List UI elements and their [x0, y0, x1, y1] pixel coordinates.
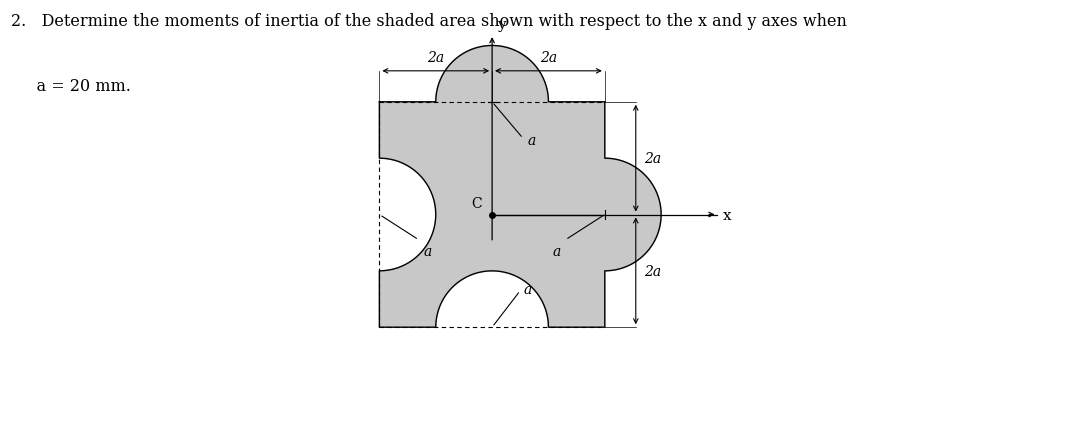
Text: 2a: 2a — [428, 51, 444, 65]
Text: a: a — [523, 283, 531, 297]
Text: 2a: 2a — [540, 51, 557, 65]
Text: a = 20 mm.: a = 20 mm. — [11, 77, 131, 94]
Text: a: a — [527, 133, 536, 147]
Text: a: a — [553, 244, 561, 258]
Text: 2.   Determine the moments of inertia of the shaded area shown with respect to t: 2. Determine the moments of inertia of t… — [11, 13, 847, 30]
Text: 2a: 2a — [645, 264, 661, 278]
Text: x: x — [724, 208, 732, 222]
Text: a: a — [423, 244, 432, 258]
Text: 2a: 2a — [645, 152, 661, 166]
Text: y: y — [497, 18, 505, 32]
Polygon shape — [379, 46, 661, 327]
Text: C: C — [471, 197, 482, 211]
